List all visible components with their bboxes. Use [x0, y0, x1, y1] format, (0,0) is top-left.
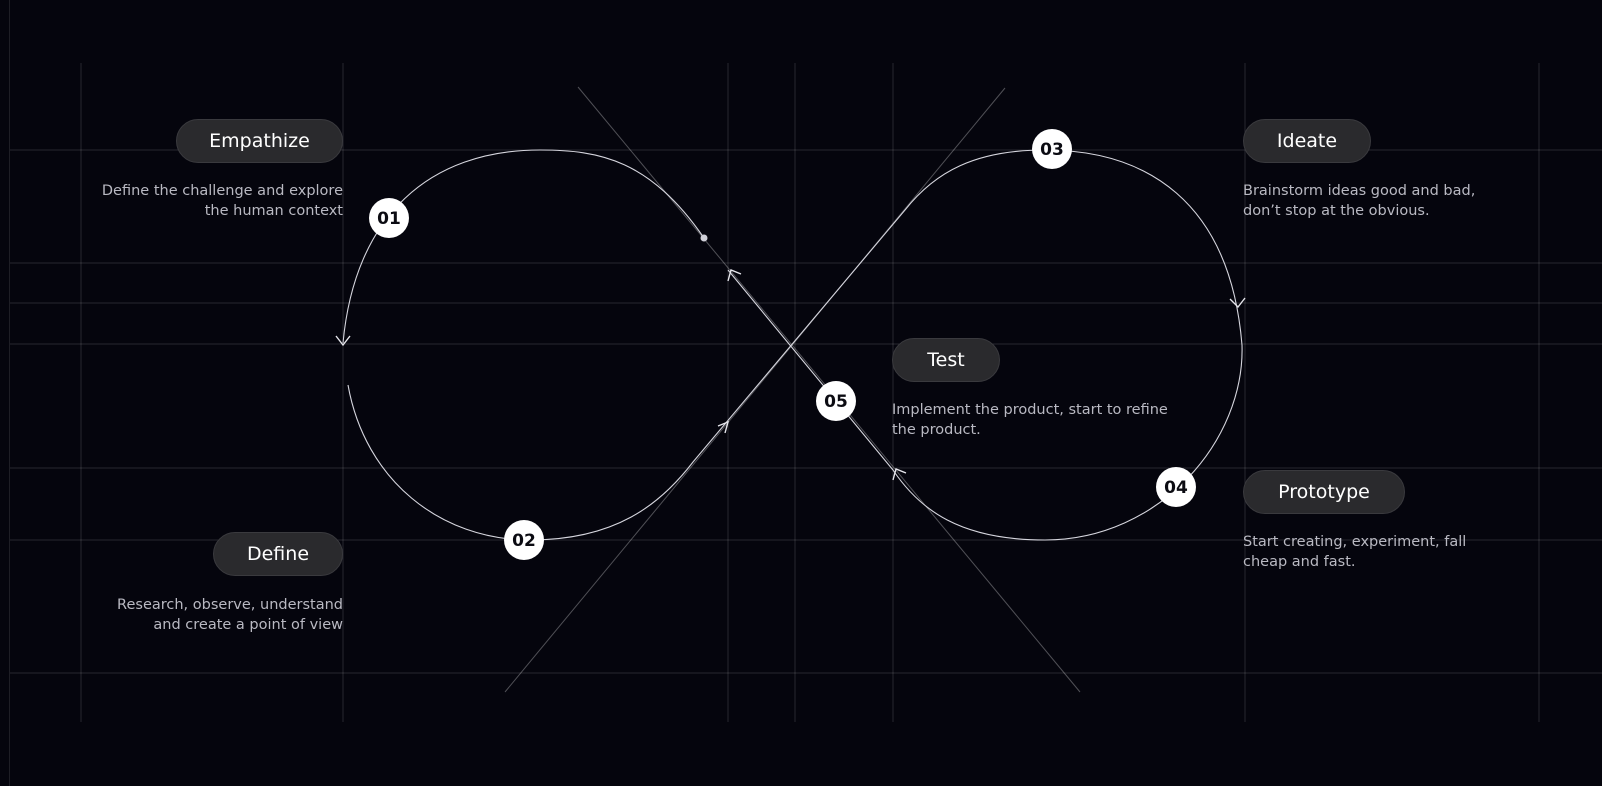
arrow-up-right-icon — [717, 420, 730, 434]
arrow-up-left-icon — [892, 468, 907, 481]
arrow-up-left-icon-2 — [727, 269, 742, 282]
stage-ideate-description: Brainstorm ideas good and bad, don’t sto… — [1243, 183, 1476, 219]
arrow-down-left-icon — [335, 335, 351, 347]
badge-03: 03 — [1032, 129, 1072, 169]
stage-define-description: Research, observe, understand and create… — [117, 597, 343, 633]
badge-04: 04 — [1156, 467, 1196, 507]
grid-vertical-lines — [80, 63, 1540, 722]
stage-empathize-label: Empathize — [176, 119, 343, 163]
badge-05: 05 — [816, 381, 856, 421]
stage-prototype-description: Start creating, experiment, fall cheap a… — [1243, 534, 1467, 570]
path-dot-marker — [700, 234, 708, 242]
badge-01: 01 — [369, 198, 409, 238]
stage-test-description: Implement the product, start to refine t… — [892, 402, 1168, 438]
stage-test-label: Test — [892, 338, 1000, 382]
badge-02-number: 02 — [512, 531, 536, 551]
diagonal-guide-lines — [504, 86, 1081, 693]
badge-03-number: 03 — [1040, 140, 1064, 160]
arrow-down-right-icon — [1229, 297, 1246, 309]
stage-empathize-description: Define the challenge and explore the hum… — [101, 183, 343, 219]
flow-arrowheads — [335, 269, 1246, 481]
badge-04-number: 04 — [1164, 478, 1188, 498]
stage-ideate-label: Ideate — [1243, 119, 1371, 163]
stage-define-label: Define — [213, 532, 343, 576]
stage-prototype-label: Prototype — [1243, 470, 1405, 514]
badge-05-number: 05 — [824, 392, 848, 412]
badge-02: 02 — [504, 520, 544, 560]
badge-01-number: 01 — [377, 209, 401, 229]
